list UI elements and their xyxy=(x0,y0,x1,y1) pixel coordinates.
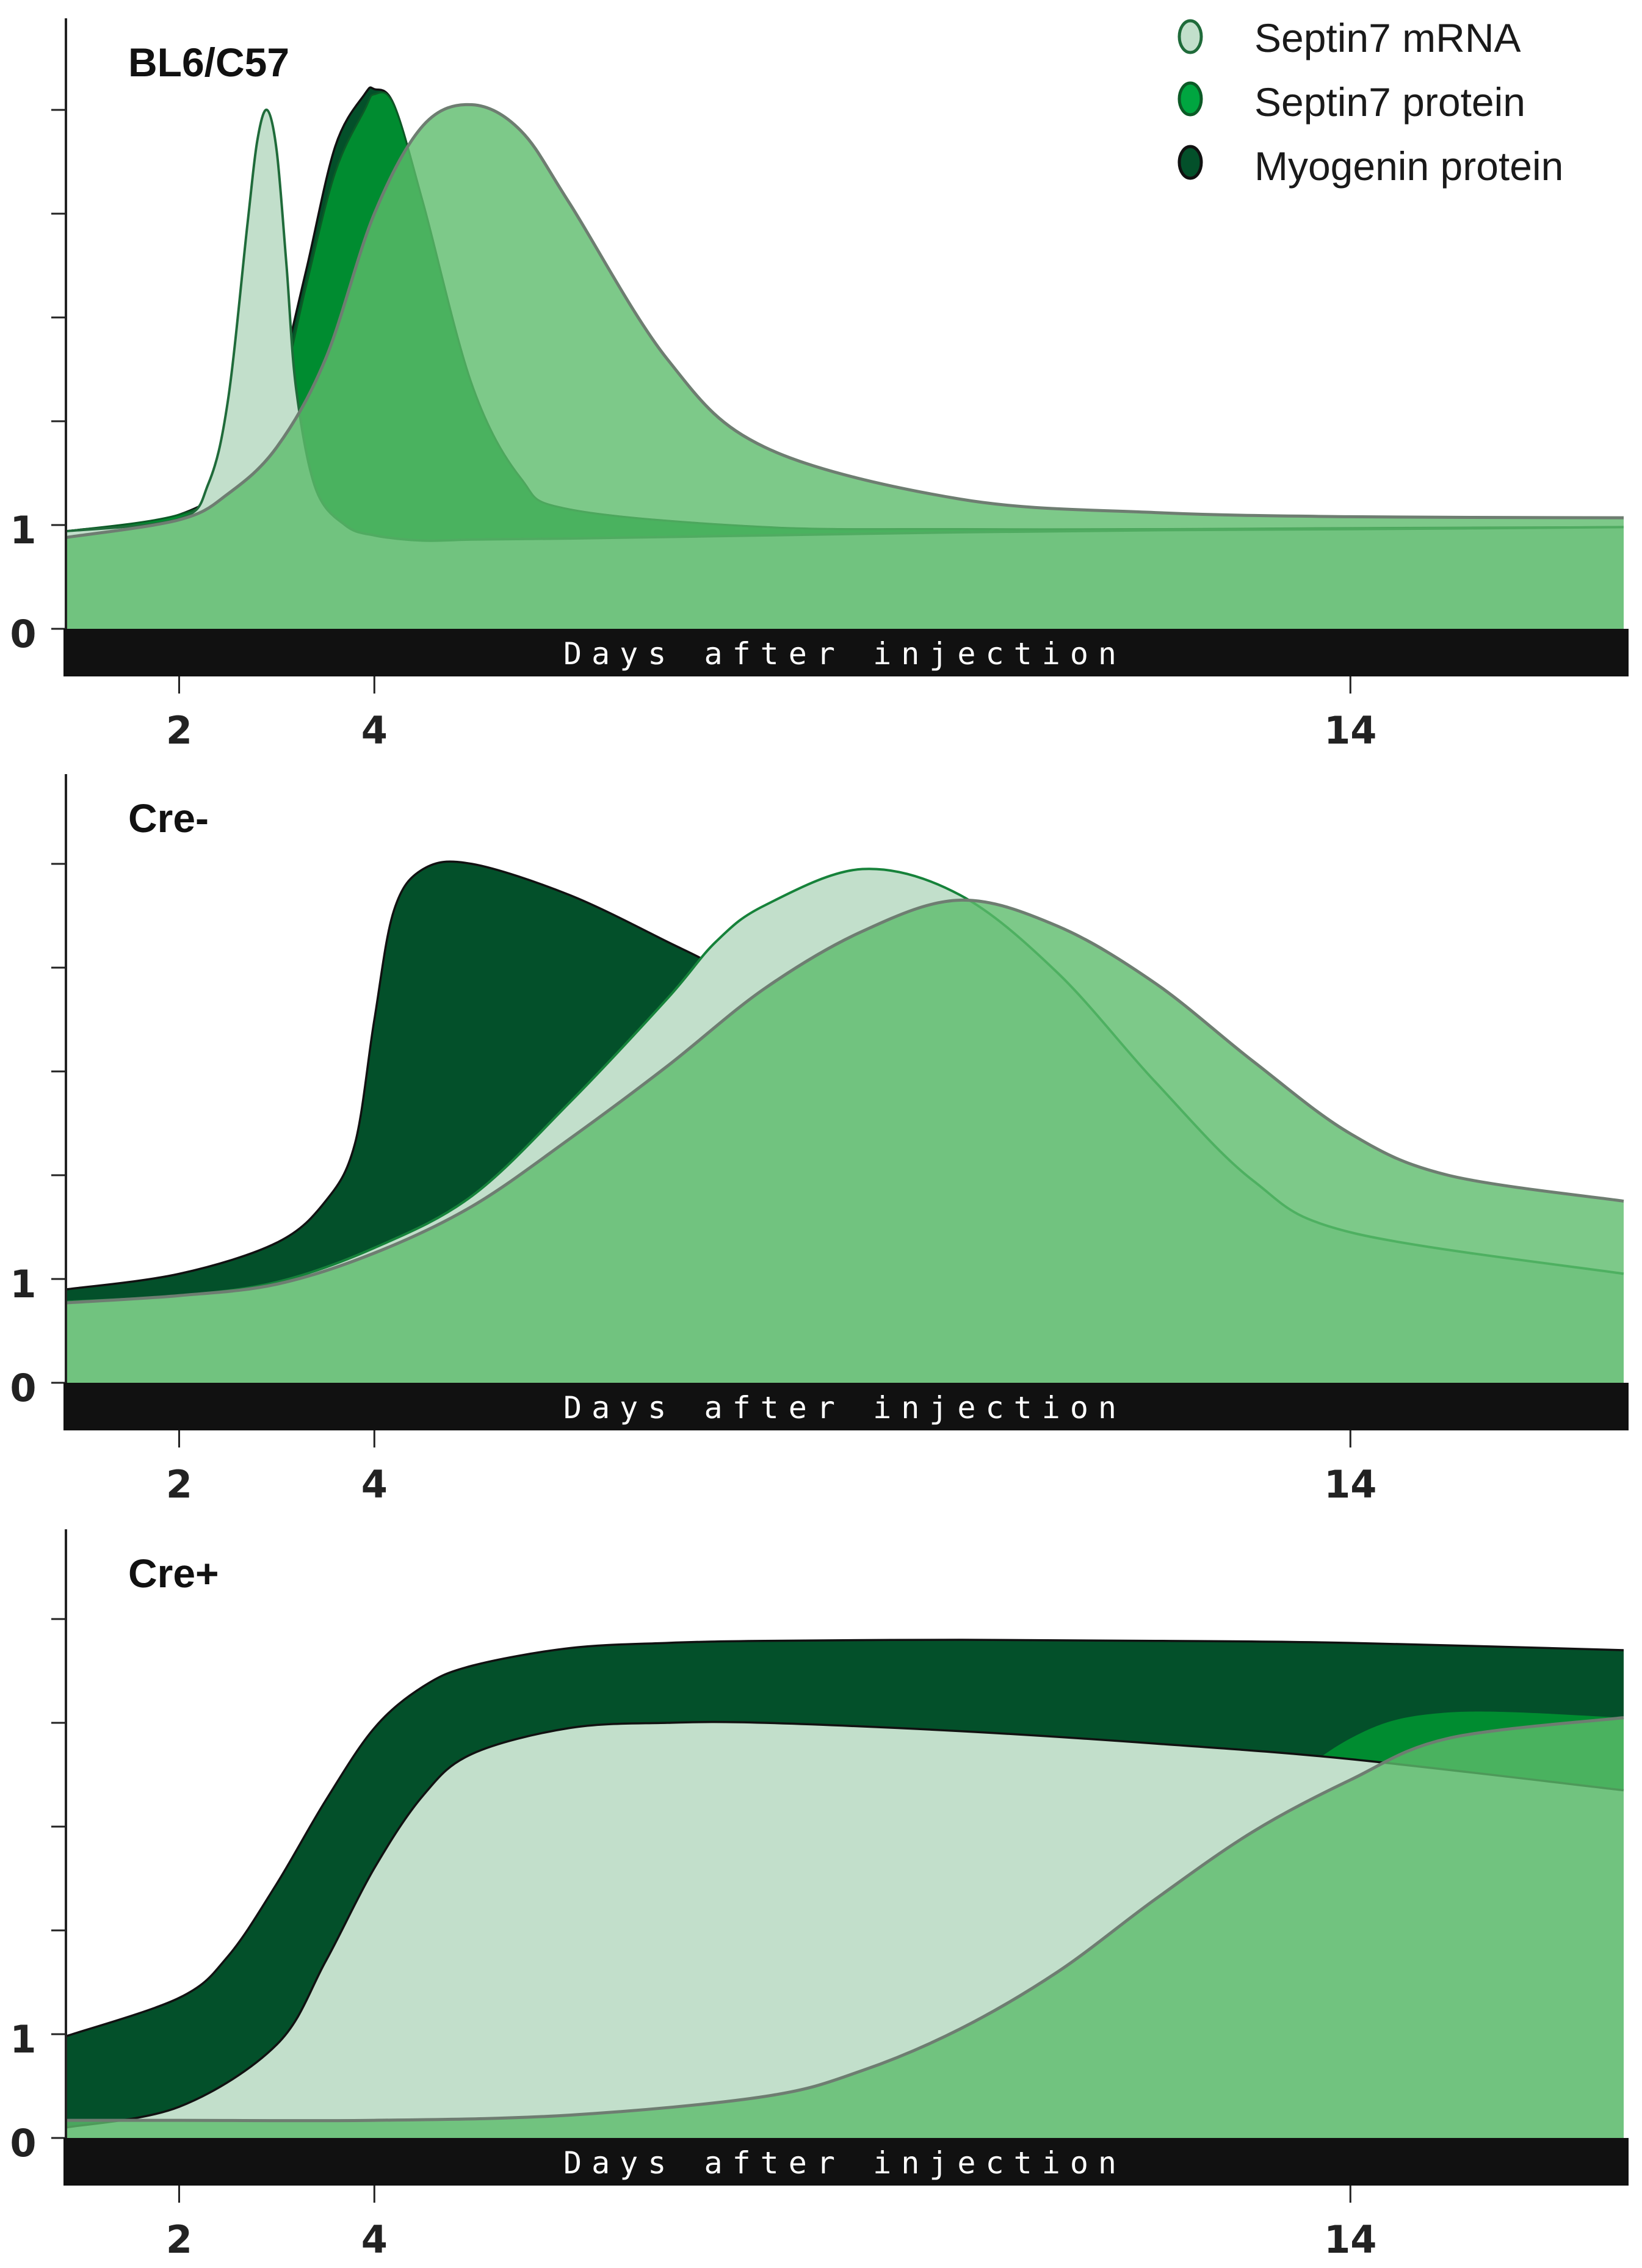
series-line-septin7-mrna xyxy=(65,1720,1624,2129)
legend-item-septin7-mrna: Septin7 mRNA xyxy=(1177,15,1521,60)
x-tick-label-2: 2 xyxy=(166,2217,192,2262)
legend-label-septin7-protein: Septin7 protein xyxy=(1254,79,1525,125)
panel-title-bl6-c57: BL6/C57 xyxy=(128,40,289,85)
x-axis-bar xyxy=(63,2138,1629,2186)
series-line-septin7-protein-late xyxy=(65,103,1624,539)
series-line-septin7-protein xyxy=(65,898,1624,1305)
series-area-septin7-protein-late xyxy=(66,104,1624,629)
legend-marker-septin7-mrna xyxy=(1177,19,1203,54)
panel-title-cre: Cre- xyxy=(128,795,209,841)
y-tick-label-0: 0 xyxy=(10,2121,36,2165)
x-axis-label: Days after injection xyxy=(563,636,1126,672)
y-tick-label-1: 1 xyxy=(10,1262,36,1306)
x-axis-label: Days after injection xyxy=(563,1390,1126,1426)
x-tick-label-14: 14 xyxy=(1324,1462,1376,1507)
x-tick-label-2: 2 xyxy=(166,1462,192,1507)
chart-panel-bl6-c57: 0 1 Days after injection 2 4 14 BL6/C57 xyxy=(10,18,1629,753)
y-tick-label-0: 0 xyxy=(10,612,36,656)
legend-item-myogenin-protein: Myogenin protein xyxy=(1177,143,1563,189)
x-tick-label-14: 14 xyxy=(1324,708,1376,753)
chart-panel-cre: 0 1 Days after injection 2 4 14 Cre+ xyxy=(10,1529,1629,2262)
legend-marker-myogenin-protein xyxy=(1177,145,1203,180)
series-line-septin7-protein xyxy=(65,1716,1624,2123)
x-axis-bar xyxy=(63,1383,1629,1430)
x-tick-label-4: 4 xyxy=(361,2217,388,2262)
x-axis-label: Days after injection xyxy=(563,2145,1126,2181)
legend-item-septin7-protein: Septin7 protein xyxy=(1177,79,1525,125)
y-tick-label-1: 1 xyxy=(10,2017,36,2062)
y-tick-label-0: 0 xyxy=(10,1366,36,1410)
x-tick-label-2: 2 xyxy=(166,708,192,753)
x-tick-label-4: 4 xyxy=(361,708,388,753)
legend: Septin7 mRNA Septin7 protein Myogenin pr… xyxy=(1177,15,1563,189)
series-line-myogenin-protein xyxy=(65,1639,1624,2038)
legend-marker-septin7-protein xyxy=(1177,81,1203,117)
legend-label-myogenin-protein: Myogenin protein xyxy=(1254,143,1563,189)
y-tick-label-1: 1 xyxy=(10,508,36,553)
chart-panel-cre: 0 1 Days after injection 2 4 14 Cre- xyxy=(10,774,1629,1507)
x-axis-bar xyxy=(63,629,1629,676)
legend-label-septin7-mrna: Septin7 mRNA xyxy=(1254,15,1521,60)
panel-title-cre: Cre+ xyxy=(128,1551,219,1596)
series-area-septin7-protein xyxy=(66,900,1624,1383)
x-tick-label-4: 4 xyxy=(361,1462,388,1507)
series-area-septin7-protein xyxy=(66,1717,1624,2138)
x-tick-label-14: 14 xyxy=(1324,2217,1376,2262)
